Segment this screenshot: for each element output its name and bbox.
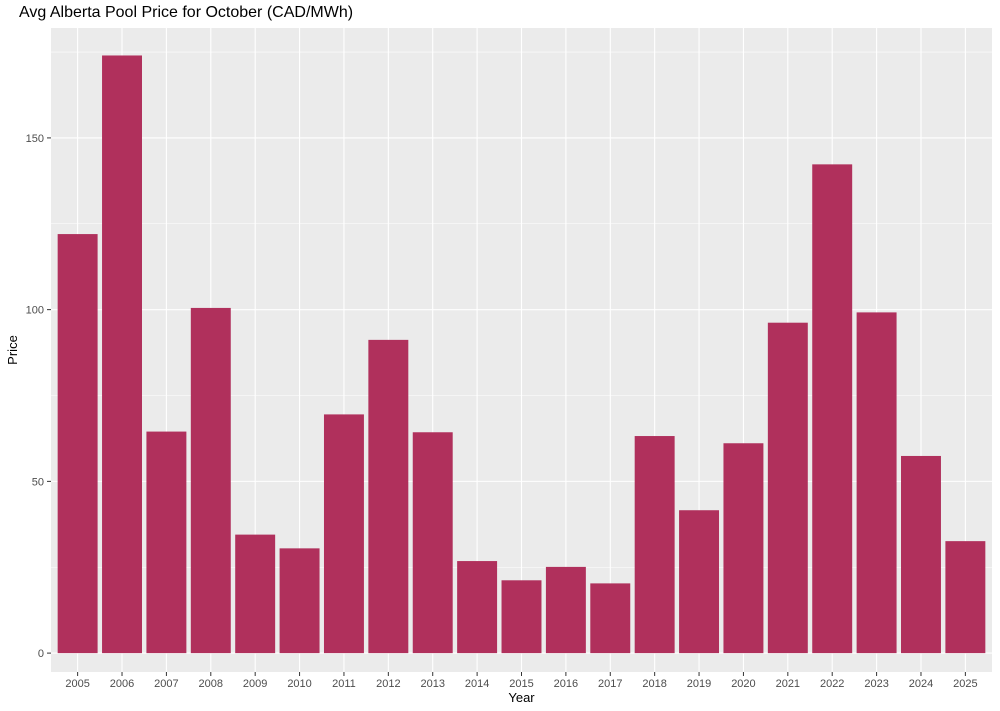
x-tick-label: 2010 [287, 678, 311, 690]
x-tick-label: 2014 [465, 678, 489, 690]
bar-2019 [679, 510, 720, 654]
bar-2020 [723, 443, 764, 654]
x-tick-label: 2012 [376, 678, 400, 690]
x-tick-label: 2011 [332, 678, 356, 690]
bar-2017 [590, 583, 631, 654]
x-tick-label: 2018 [642, 678, 666, 690]
bar-2009 [235, 534, 276, 654]
x-tick-label: 2008 [199, 678, 223, 690]
x-tick-label: 2015 [509, 678, 533, 690]
bar-2011 [323, 414, 364, 654]
bar-2005 [57, 234, 98, 654]
x-axis: 2005 2006 2007 2008 2009 2010 2011 2012 2013 2014… [65, 672, 978, 690]
y-tick-label: 100 [26, 305, 44, 317]
bars [57, 55, 986, 654]
x-tick-label: 2023 [864, 678, 888, 690]
x-tick-label: 2019 [687, 678, 711, 690]
bar-2006 [102, 55, 142, 654]
y-tick-label: 0 [38, 648, 44, 660]
x-tick-label: 2020 [731, 678, 755, 690]
x-tick-label: 2016 [554, 678, 578, 690]
x-tick-label: 2021 [776, 678, 800, 690]
bar-2015 [501, 580, 542, 654]
x-tick-label: 2006 [110, 678, 134, 690]
x-tick-label: 2022 [820, 678, 844, 690]
y-axis-title: Price [5, 335, 20, 365]
bar-2012 [368, 339, 409, 654]
bar-2008 [190, 307, 231, 654]
bar-2014 [457, 561, 498, 654]
x-tick-label: 2017 [598, 678, 622, 690]
x-tick-label: 2005 [65, 678, 89, 690]
bar-2021 [767, 322, 808, 654]
bar-2010 [279, 548, 320, 654]
bar-2013 [412, 432, 453, 654]
bar-2022 [812, 164, 853, 654]
y-tick-label: 50 [32, 476, 44, 488]
bar-2025 [945, 541, 986, 654]
bar-2023 [856, 312, 897, 654]
chart-title: Avg Alberta Pool Price for October (CAD/… [19, 4, 354, 21]
x-tick-label: 2025 [953, 678, 977, 690]
bar-2016 [545, 566, 586, 654]
x-tick-label: 2007 [154, 678, 178, 690]
y-axis: 0 50 100 150 [26, 133, 51, 660]
x-tick-label: 2024 [909, 678, 933, 690]
bar-2007 [146, 431, 187, 654]
y-tick-label: 150 [26, 133, 44, 145]
x-axis-title: Year [508, 690, 535, 705]
x-tick-label: 2013 [420, 678, 444, 690]
bar-2018 [634, 436, 675, 654]
bar-2024 [901, 455, 941, 654]
x-tick-label: 2009 [243, 678, 267, 690]
